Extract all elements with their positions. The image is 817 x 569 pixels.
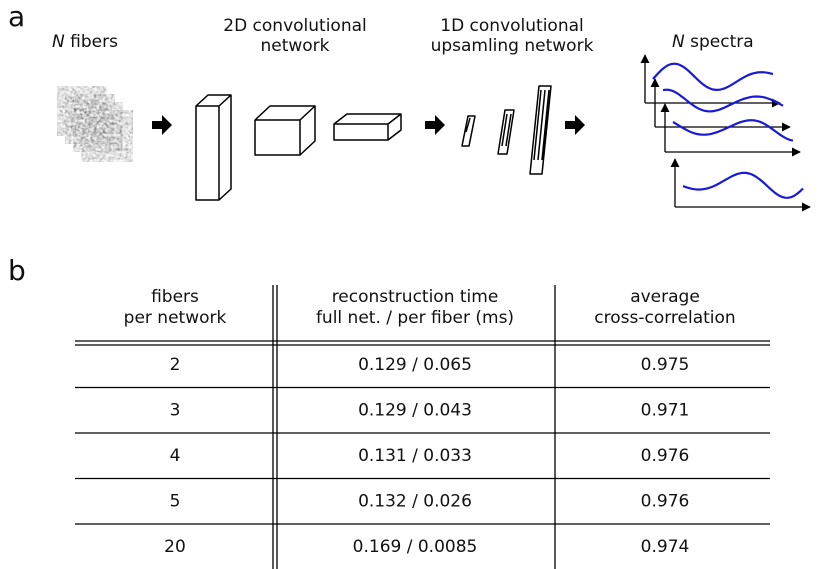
network-boxes <box>195 85 552 201</box>
stage-label: upsamling network <box>431 36 594 56</box>
table-cell: 20 <box>164 537 186 557</box>
table-cell: 0.976 <box>641 446 690 466</box>
spectrum-curve <box>682 171 804 199</box>
fiber-images <box>56 85 134 163</box>
text: fibers <box>70 32 118 52</box>
table-cell: 0.976 <box>641 492 690 512</box>
table-cell: 0.169 / 0.0085 <box>353 537 478 557</box>
header-cell: per network <box>124 308 227 328</box>
var: N <box>672 32 685 52</box>
header-cell: fibers <box>151 287 199 307</box>
header-cell: cross-correlation <box>594 308 735 328</box>
table-cell: 0.974 <box>641 537 690 557</box>
header-cell: average <box>630 287 700 307</box>
spectrum-curve <box>662 88 784 113</box>
arrows <box>152 115 585 135</box>
table-cell: 0.975 <box>641 355 690 375</box>
output-label: N spectra <box>672 32 754 52</box>
header-cell: full net. / per fiber (ms) <box>316 308 514 328</box>
panel-label: b <box>8 254 26 287</box>
input-label: N fibers <box>52 32 118 52</box>
spectrum-curve <box>672 119 794 142</box>
table-cell: 3 <box>170 401 181 421</box>
stage-label: 2D convolutional <box>223 16 367 36</box>
spectrum-curve <box>652 62 774 92</box>
header-cell: reconstruction time <box>332 287 499 307</box>
table-cell: 4 <box>170 446 181 466</box>
table-cell: 5 <box>170 492 181 512</box>
text: spectra <box>690 32 754 52</box>
table-cell: 0.131 / 0.033 <box>358 446 472 466</box>
table-cell: 2 <box>170 355 181 375</box>
stage-label: 1D convolutional <box>440 16 584 36</box>
var: N <box>52 32 65 52</box>
table-cell: 0.971 <box>641 401 690 421</box>
panel-label: a <box>8 0 25 33</box>
table-cell: 0.129 / 0.043 <box>358 401 472 421</box>
table-cell: 0.129 / 0.065 <box>358 355 472 375</box>
table-cell: 0.132 / 0.026 <box>358 492 472 512</box>
spectra-plots <box>640 54 811 212</box>
stage-label: network <box>260 36 329 56</box>
